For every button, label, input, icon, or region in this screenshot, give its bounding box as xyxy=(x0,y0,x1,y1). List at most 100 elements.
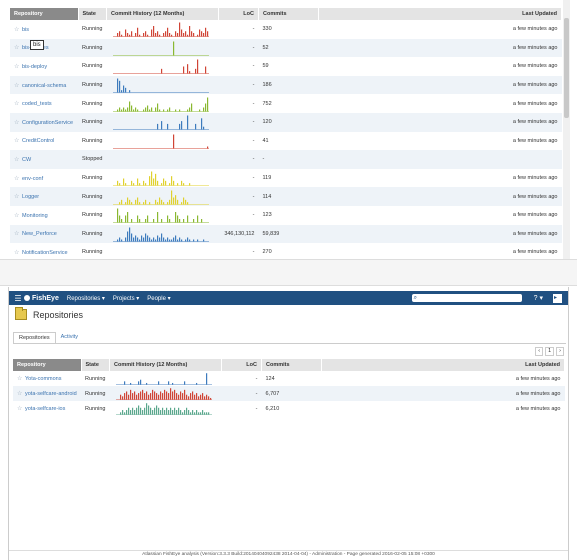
nav-projects[interactable]: Projects ▾ xyxy=(112,295,140,302)
commit-sparkline[interactable] xyxy=(111,189,211,205)
column-state[interactable]: State xyxy=(78,8,107,20)
commit-bar xyxy=(118,215,120,223)
pager-next-button[interactable]: › xyxy=(556,347,564,356)
commit-bar xyxy=(160,233,162,242)
column-commits[interactable]: Commits xyxy=(261,359,322,371)
column-last-updated[interactable]: Last Updated xyxy=(321,359,565,371)
column-commits[interactable]: Commits xyxy=(258,8,319,20)
commit-sparkline[interactable] xyxy=(114,372,214,385)
commit-sparkline[interactable] xyxy=(111,151,211,167)
table-row[interactable]: ☆ ConfigurationService Running -120 a few mi… xyxy=(10,112,562,132)
column-repository[interactable]: Repository xyxy=(10,8,79,20)
tab-activity[interactable]: Activity xyxy=(60,334,78,340)
column-loc[interactable]: LoC xyxy=(218,8,259,20)
commit-sparkline[interactable] xyxy=(114,387,214,400)
star-icon[interactable]: ☆ xyxy=(14,26,20,33)
column-state[interactable]: State xyxy=(81,359,110,371)
commit-bar xyxy=(161,393,163,400)
repository-link[interactable]: CreditControl xyxy=(22,138,55,145)
repository-link[interactable]: env-conf xyxy=(22,175,44,182)
column-commit-history[interactable]: Commit History (12 Months) xyxy=(109,359,222,371)
table-row[interactable]: ☆ canonical-schema Running -186 a few minute… xyxy=(10,75,562,95)
table-row[interactable]: ☆ yota-selfcare-android Running -6,707 a few… xyxy=(13,386,565,401)
commit-bar xyxy=(129,410,131,415)
table-row[interactable]: ☆ CW Stopped - - xyxy=(10,150,562,169)
commit-bar xyxy=(160,69,162,74)
table-row[interactable]: ☆ Yota-commons Running -124 a few minutes ag… xyxy=(13,371,565,386)
table-row[interactable]: ☆ bis-deploy Running -59 a few minutes ago xyxy=(10,57,562,76)
commit-bar xyxy=(131,407,133,415)
star-icon[interactable]: ☆ xyxy=(17,376,23,382)
commit-sparkline[interactable] xyxy=(111,207,211,223)
star-icon[interactable]: ☆ xyxy=(14,231,20,238)
menu-icon[interactable]: ☰ xyxy=(14,293,22,303)
star-icon[interactable]: ☆ xyxy=(14,138,20,145)
commit-bar xyxy=(138,35,140,37)
repository-link[interactable]: ConfigurationService xyxy=(22,119,74,126)
star-icon[interactable]: ☆ xyxy=(14,82,20,89)
table-row[interactable]: ☆ env-conf Running -119 a few minutes ago xyxy=(10,169,562,188)
star-icon[interactable]: ☆ xyxy=(14,212,20,219)
user-avatar[interactable]: ▸ xyxy=(553,293,562,303)
commit-sparkline[interactable] xyxy=(111,170,211,186)
column-commit-history[interactable]: Commit History (12 Months) xyxy=(106,8,219,20)
commit-sparkline[interactable] xyxy=(111,77,211,93)
table-row[interactable]: ☆ NotificationService Running -270 a few min… xyxy=(10,243,562,260)
table-row[interactable]: ☆bis-imagesRunning-52a few minutes ago xyxy=(10,38,562,58)
repository-link[interactable]: canonical-schema xyxy=(22,82,67,89)
repository-link[interactable]: coded_tests xyxy=(22,101,52,108)
commit-bar xyxy=(173,389,175,400)
repository-link[interactable]: Monitoring xyxy=(22,212,48,219)
commit-sparkline[interactable] xyxy=(111,133,211,149)
star-icon[interactable]: ☆ xyxy=(14,119,20,126)
table-row[interactable]: ☆ Logger Running -114 a few minutes ago xyxy=(10,187,562,206)
star-icon[interactable]: ☆ xyxy=(17,406,23,412)
table-row[interactable]: ☆ coded_tests Running -752 a few minutes ago xyxy=(10,94,562,113)
commit-bar xyxy=(188,71,190,74)
search-input[interactable]: ⌕ xyxy=(411,294,522,302)
scrollbar-thumb[interactable] xyxy=(564,18,569,118)
pager-prev-button[interactable]: ‹ xyxy=(535,347,544,356)
table-row[interactable]: ☆ New_Perforce Running 346,130,112 59,839 a f… xyxy=(10,224,562,244)
table-row[interactable]: ☆ bis Running -330 a few minutes ago xyxy=(10,20,562,39)
star-icon[interactable]: ☆ xyxy=(14,249,20,256)
nav-repositories[interactable]: Repositories ▾ xyxy=(66,295,105,302)
commit-bar xyxy=(152,26,154,37)
repository-link[interactable]: New_Perforce xyxy=(22,231,57,238)
star-icon[interactable]: ☆ xyxy=(14,175,20,182)
star-icon[interactable]: ☆ xyxy=(14,194,20,201)
table-row[interactable]: ☆ Monitoring Running -123 a few minutes ago xyxy=(10,206,562,225)
commit-sparkline[interactable] xyxy=(111,21,211,38)
star-icon[interactable]: ☆ xyxy=(14,156,20,163)
commit-bar xyxy=(156,124,158,130)
help-menu[interactable]: ? ▾ xyxy=(533,295,543,302)
repository-link[interactable]: bis xyxy=(22,26,30,33)
star-icon[interactable]: ☆ xyxy=(14,45,20,52)
commit-sparkline[interactable] xyxy=(111,96,211,112)
column-last-updated[interactable]: Last Updated xyxy=(318,8,562,20)
column-loc[interactable]: LoC xyxy=(221,359,262,371)
star-icon[interactable]: ☆ xyxy=(17,391,23,397)
commit-sparkline[interactable] xyxy=(111,226,211,242)
star-icon[interactable]: ☆ xyxy=(14,101,20,108)
repository-link[interactable]: CW xyxy=(22,156,32,163)
scrollbar[interactable] xyxy=(563,0,570,259)
repository-link[interactable]: yota-selfcare-android xyxy=(25,391,77,397)
commit-sparkline[interactable] xyxy=(111,58,211,75)
table-row[interactable]: ☆ CreditControl Running -41 a few minutes ag… xyxy=(10,132,562,151)
repository-link[interactable]: Logger xyxy=(22,194,40,201)
star-icon[interactable]: ☆ xyxy=(14,63,20,70)
repository-link[interactable]: NotificationService xyxy=(22,249,68,256)
column-repository[interactable]: Repository xyxy=(13,359,82,371)
nav-people[interactable]: People ▾ xyxy=(147,295,171,302)
commit-sparkline[interactable] xyxy=(111,244,211,260)
repository-link[interactable]: Yota-commons xyxy=(25,376,62,382)
repository-link[interactable]: yota-selfcare-ios xyxy=(25,406,66,412)
repository-link[interactable]: bis-deploy xyxy=(22,63,48,70)
fisheye-logo[interactable]: FishEye xyxy=(24,295,59,302)
commit-bar xyxy=(149,393,151,400)
table-row[interactable]: ☆ yota-selfcare-ios Running -6,210 a few min… xyxy=(13,401,565,416)
commit-sparkline[interactable] xyxy=(114,402,214,415)
commit-sparkline[interactable] xyxy=(111,40,211,56)
commit-sparkline[interactable] xyxy=(111,114,211,131)
